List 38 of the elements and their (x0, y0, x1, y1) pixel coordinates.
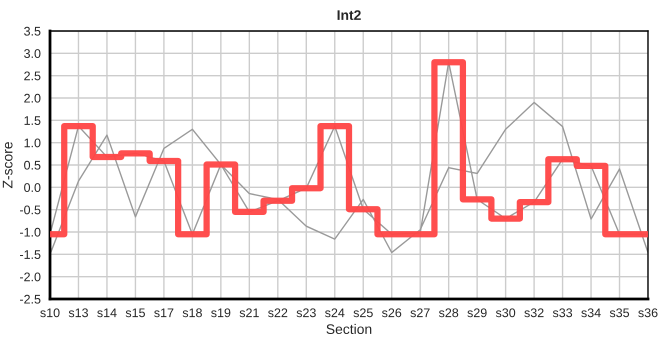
x-tick-label: s36 (638, 308, 658, 318)
x-tick-label: s18 (182, 308, 202, 318)
x-tick-label: s33 (552, 308, 572, 318)
x-tick-label: s32 (524, 308, 544, 318)
x-tick-label: s23 (296, 308, 316, 318)
x-tick-label: s25 (354, 308, 373, 318)
y-tick-label: -2.5 (20, 294, 40, 304)
y-tick-label: 0.5 (24, 160, 40, 170)
x-tick-label: s29 (467, 308, 487, 318)
x-tick-label: s30 (496, 308, 516, 318)
x-tick-label: s24 (325, 308, 344, 318)
y-tick-label: 3.0 (24, 49, 40, 58)
x-axis-title: Section (326, 324, 372, 334)
x-tick-label: s10 (40, 308, 60, 318)
y-tick-label: -1.0 (20, 228, 40, 237)
y-tick-label: 2.0 (24, 94, 40, 103)
x-tick-label: s19 (211, 308, 230, 318)
y-tick-label: 1.0 (24, 138, 40, 148)
x-tick-label: s13 (68, 308, 88, 318)
x-tick-label: s28 (438, 308, 458, 318)
x-tick-label: s27 (410, 308, 430, 318)
chart-title: Int2 (338, 10, 361, 20)
y-tick-label: 0.0 (24, 183, 40, 192)
y-tick-label: -1.5 (20, 250, 40, 259)
x-tick-label: s22 (268, 308, 288, 318)
y-tick-label: -0.5 (20, 205, 40, 214)
x-tick-label: s17 (154, 308, 174, 318)
x-tick-label: s15 (126, 308, 145, 318)
x-tick-label: s21 (240, 308, 259, 318)
x-tick-label: s14 (97, 308, 117, 318)
x-tick-label: s34 (581, 308, 601, 318)
y-tick-label: 1.5 (24, 116, 40, 125)
y-tick-label: 2.5 (24, 71, 40, 80)
x-tick-label: s35 (610, 308, 630, 318)
y-tick-label: -2.0 (20, 272, 40, 282)
y-tick-label: 3.5 (24, 26, 40, 36)
y-axis-title: Z-score (2, 142, 13, 188)
x-tick-label: s26 (382, 308, 402, 318)
